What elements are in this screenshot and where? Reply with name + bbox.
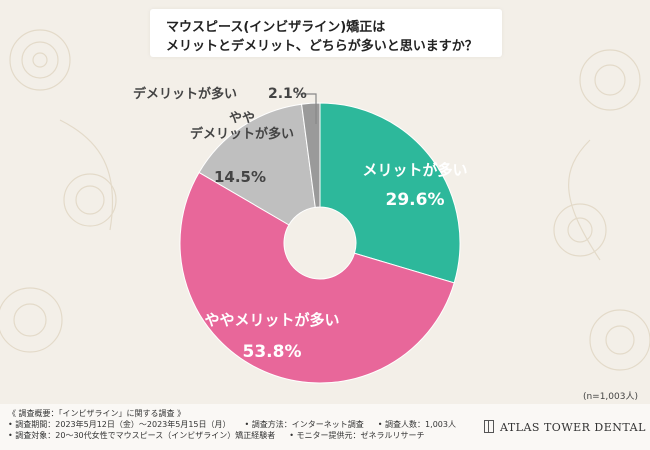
slice-2 xyxy=(179,171,455,384)
clinic-logo: ATLAS TOWER DENTAL xyxy=(484,420,646,434)
slice-value-1: 29.6% xyxy=(386,190,445,210)
survey-method: • 調査方法：インターネット調査 xyxy=(244,420,364,429)
survey-title: 《 調査概要：「インビザライン」に関する調査 》 xyxy=(8,409,186,418)
slice-label-4: デメリットが多い xyxy=(133,86,237,102)
clinic-logo-text: ATLAS TOWER DENTAL xyxy=(500,421,646,434)
survey-count: • 調査人数：1,003人 xyxy=(377,420,456,429)
slice-1 xyxy=(319,102,461,284)
slice-4 xyxy=(301,102,321,208)
slice-label-3: ややデメリットが多い xyxy=(190,111,294,142)
slice-label-1: メリットが多い xyxy=(362,161,467,179)
slice-label-2: ややメリットが多い xyxy=(204,311,339,329)
sample-size-note: (n=1,003人) xyxy=(582,392,638,402)
slice-value-4: 2.1% xyxy=(268,86,307,102)
leader-line xyxy=(296,93,317,124)
survey-footer: 《 調査概要：「インビザライン」に関する調査 》 • 調査期間：2023年5月1… xyxy=(0,404,650,450)
survey-line-2: • 調査期間：2023年5月12日（金）～2023年5月15日（月） • 調査方法… xyxy=(8,419,456,430)
slice-value-3: 14.5% xyxy=(214,168,266,186)
logo-mark-icon xyxy=(484,420,494,433)
survey-period: • 調査期間：2023年5月12日（金）～2023年5月15日（月） xyxy=(8,420,231,429)
survey-target: • 調査対象：20～30代女性でマウスピース（インビザライン）矯正経験者 xyxy=(8,431,276,440)
survey-provider: • モニター提供元：ゼネラルリサーチ xyxy=(289,431,425,440)
chart-title-line2: メリットとデメリット、どちらが多いと思いますか？ xyxy=(166,39,478,54)
slice-3 xyxy=(198,103,316,226)
slice-value-2: 53.8% xyxy=(243,342,302,362)
title-box: マウスピース(インビザライン)矯正は メリットとデメリット、どちらが多いと思いま… xyxy=(150,9,502,57)
survey-line-3: • 調査対象：20～30代女性でマウスピース（インビザライン）矯正経験者 • モニ… xyxy=(8,430,424,441)
chart-title-line1: マウスピース(インビザライン)矯正は xyxy=(166,20,386,35)
